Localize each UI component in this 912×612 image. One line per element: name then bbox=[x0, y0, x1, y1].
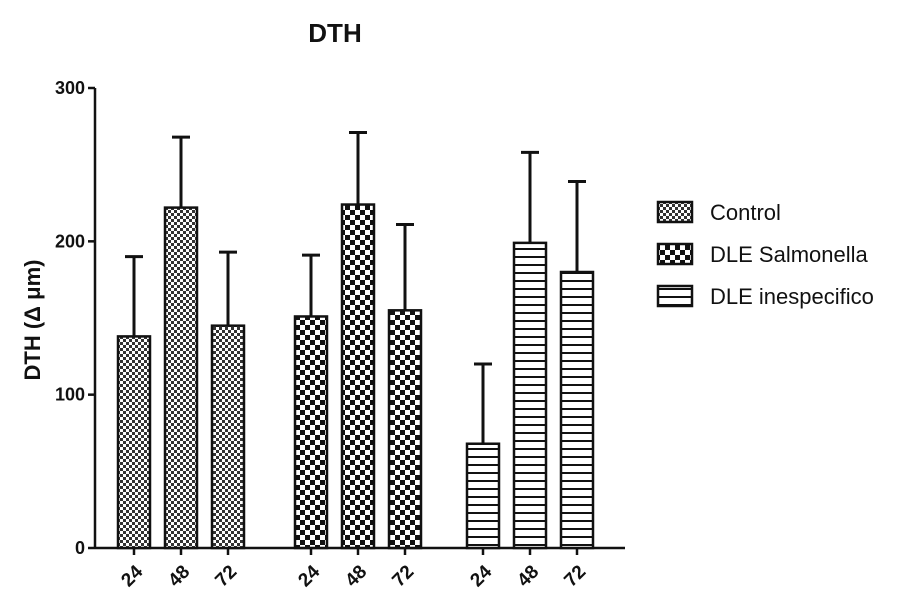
x-tick-label: 72 bbox=[560, 561, 590, 591]
bar bbox=[116, 335, 152, 550]
legend-swatch bbox=[656, 200, 694, 224]
bar bbox=[465, 442, 501, 550]
legend: Control DLE Salmonella DLE inespecifico bbox=[656, 200, 874, 309]
x-tick-label: 24 bbox=[466, 561, 496, 591]
y-tick-label: 100 bbox=[55, 385, 85, 405]
bar bbox=[293, 315, 329, 550]
legend-label: DLE inespecifico bbox=[710, 284, 874, 309]
bar bbox=[387, 309, 423, 550]
x-tick-label: 48 bbox=[164, 561, 194, 591]
y-tick-label: 200 bbox=[55, 231, 85, 251]
x-tick-label: 48 bbox=[513, 561, 543, 591]
legend-label: DLE Salmonella bbox=[710, 242, 869, 267]
bars-layer: 24 48 72 24 48 72 24 48 72 bbox=[116, 130, 595, 591]
bar bbox=[163, 206, 199, 550]
y-tick-label: 0 bbox=[75, 538, 85, 558]
legend-label: Control bbox=[710, 200, 781, 225]
x-tick-label: 72 bbox=[388, 561, 418, 591]
chart-title: DTH bbox=[308, 18, 361, 48]
bar bbox=[512, 241, 548, 550]
legend-swatch bbox=[656, 242, 694, 266]
x-tick-label: 48 bbox=[341, 561, 371, 591]
x-tick-label: 24 bbox=[294, 561, 324, 591]
x-tick-label: 72 bbox=[211, 561, 241, 591]
bar bbox=[559, 270, 595, 550]
x-tick-label: 24 bbox=[117, 561, 147, 591]
legend-swatch bbox=[656, 284, 694, 308]
bar bbox=[210, 324, 246, 550]
y-tick-label: 300 bbox=[55, 78, 85, 98]
bar bbox=[340, 203, 376, 550]
y-axis-label: DTH (Δ μm) bbox=[20, 260, 45, 381]
